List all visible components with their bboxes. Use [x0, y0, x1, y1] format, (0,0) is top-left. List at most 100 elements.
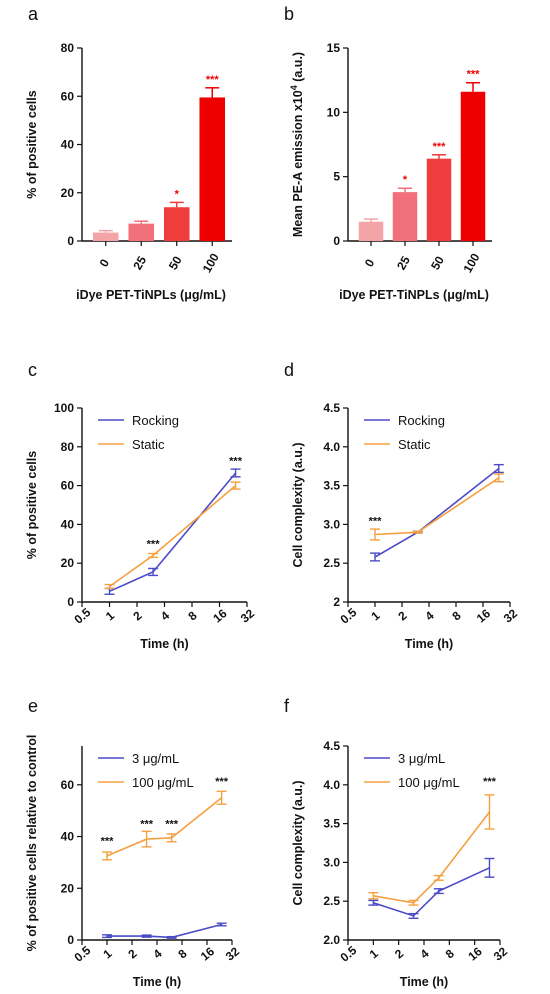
chart-b-ytick-label: 15 [327, 41, 341, 55]
chart-panel-a: a 0 20 40 60 80 % of positive cells 0 25 * 50 *** 10… [25, 4, 232, 302]
chart-c-y-label: % of positive cells [25, 451, 39, 559]
chart-d-x-label: Time (h) [405, 637, 453, 651]
chart-a-significance-50: * [175, 188, 180, 200]
chart-b-significance-100: *** [467, 69, 481, 81]
chart-a-significance-100: *** [206, 74, 220, 86]
chart-d-ytick-label: 4.0 [323, 440, 340, 454]
chart-b-xtick-label: 100 [460, 251, 482, 276]
chart-e-xtick-label: 1 [100, 946, 114, 961]
chart-e-panel-letter: e [28, 696, 38, 716]
chart-e-annotation-2: *** [165, 818, 179, 830]
chart-a-y-label: % of positive cells [25, 90, 39, 198]
chart-e-series-0-line [107, 923, 222, 939]
chart-a-bar-0 [92, 232, 119, 241]
chart-f-xtick-label: 2 [392, 946, 406, 961]
chart-c-panel-letter: c [28, 360, 37, 380]
chart-b-xtick-label: 25 [394, 253, 413, 272]
chart-d-annotation-0: *** [369, 515, 383, 527]
chart-e-ytick-label: 0 [67, 933, 74, 947]
chart-e-series-0-legend-label: 3 μg/mL [132, 751, 179, 766]
chart-e-x-label: Time (h) [133, 975, 181, 989]
chart-e-series-1-line [106, 797, 223, 857]
chart-d-xtick-label: 16 [474, 606, 493, 626]
chart-b-xtick-label: 50 [428, 253, 447, 272]
chart-a-ytick-label: 40 [61, 138, 75, 152]
chart-d-ytick-label: 3.5 [323, 479, 340, 493]
chart-c-ytick-label: 40 [61, 517, 75, 531]
chart-f-panel-letter: f [284, 696, 290, 716]
chart-c-x-label: Time (h) [140, 637, 188, 651]
chart-f-xtick-label: 32 [491, 944, 510, 964]
chart-f-series-1-line [373, 811, 491, 904]
chart-d-series-1-line [374, 477, 500, 536]
chart-b-x-label: iDye PET-TiNPLs (μg/mL) [339, 288, 489, 302]
chart-d-panel-letter: d [284, 360, 294, 380]
chart-a-x-label: iDye PET-TiNPLs (μg/mL) [76, 288, 226, 302]
chart-b-bar-100 [460, 91, 486, 241]
chart-a-ytick-label: 20 [61, 186, 75, 200]
chart-d-series-0-line [374, 467, 500, 558]
chart-c-ytick-label: 60 [61, 479, 75, 493]
chart-a-panel-letter: a [28, 4, 39, 24]
chart-a-bar-25 [128, 223, 155, 241]
chart-a-ytick-label: 0 [67, 234, 74, 248]
chart-d-series-0-legend-label: Rocking [398, 413, 445, 428]
chart-e-annotation-0: *** [101, 835, 115, 847]
chart-c-series-0-legend-label: Rocking [132, 413, 179, 428]
chart-f-ytick-label: 2.5 [323, 894, 340, 908]
chart-f-y-label: Cell complexity (a.u.) [291, 780, 305, 905]
chart-d-ytick-label: 2.5 [323, 556, 340, 570]
chart-e-annotation-1: *** [140, 818, 154, 830]
chart-f-ytick-label: 4.5 [323, 739, 340, 753]
chart-e-xtick-label: 2 [125, 946, 139, 961]
chart-c-ytick-label: 20 [61, 556, 75, 570]
chart-e-xtick-label: 4 [150, 946, 164, 961]
chart-b-y-label-main: Mean PE-A emission x10 [291, 90, 305, 237]
chart-f-xtick-label: 1 [367, 946, 381, 961]
chart-f-series-1-legend-label: 100 μg/mL [398, 775, 460, 790]
chart-d-xtick-label: 0.5 [338, 605, 360, 627]
chart-f-ytick-label: 3.0 [323, 855, 340, 869]
chart-c-xtick-label: 1 [103, 608, 117, 623]
chart-panel-c: c 0 20 40 60 80 100 % of positive cells 0.5 1 2 4 8 1… [25, 360, 257, 651]
chart-e-ytick-label: 60 [61, 778, 75, 792]
chart-b-xtick-label: 0 [362, 256, 378, 269]
chart-d-ytick-label: 2 [333, 595, 340, 609]
chart-a-xtick-label: 100 [200, 251, 222, 276]
chart-e-ytick-label: 20 [61, 881, 75, 895]
chart-f-series-0-legend-label: 3 μg/mL [398, 751, 445, 766]
chart-a-xtick-label: 50 [166, 253, 185, 272]
chart-a-ytick-label: 60 [61, 89, 75, 103]
chart-b-y-label-sup: 4 [289, 85, 299, 90]
chart-d-ytick-label: 4.5 [323, 401, 340, 415]
chart-b-bar-50 [426, 158, 452, 241]
chart-c-ytick-label: 0 [67, 595, 74, 609]
chart-d-xtick-label: 1 [368, 608, 382, 623]
chart-c-ytick-label: 80 [61, 440, 75, 454]
chart-e-xtick-label: 16 [198, 944, 217, 964]
chart-b-ytick-label: 5 [333, 170, 340, 184]
chart-e-annotation-3: *** [215, 776, 229, 788]
chart-f-ytick-label: 4.0 [323, 778, 340, 792]
chart-d-xtick-label: 2 [395, 608, 409, 623]
chart-c-annotation-0: *** [147, 539, 161, 551]
chart-b-panel-letter: b [284, 4, 294, 24]
chart-c-xtick-label: 0.5 [72, 605, 94, 627]
chart-c-annotation-1: *** [229, 455, 243, 467]
chart-f-xtick-label: 4 [417, 946, 431, 961]
chart-d-xtick-label: 4 [422, 608, 436, 623]
chart-b-bar-0 [358, 221, 384, 241]
chart-e-xtick-label: 8 [175, 946, 189, 961]
chart-c-series-1-legend-label: Static [132, 437, 165, 452]
chart-f-ytick-label: 2.0 [323, 933, 340, 947]
chart-a-xtick-label: 25 [130, 253, 149, 272]
chart-e-y-label: % of positive cells relative to control [25, 735, 39, 952]
chart-d-y-label: Cell complexity (a.u.) [291, 442, 305, 567]
chart-c-xtick-label: 4 [158, 608, 172, 623]
chart-d-xtick-label: 8 [449, 608, 463, 623]
chart-b-bar-25 [392, 192, 418, 241]
chart-b-ytick-label: 10 [327, 105, 341, 119]
chart-c-xtick-label: 2 [130, 608, 144, 623]
chart-c-xtick-label: 32 [238, 606, 257, 626]
